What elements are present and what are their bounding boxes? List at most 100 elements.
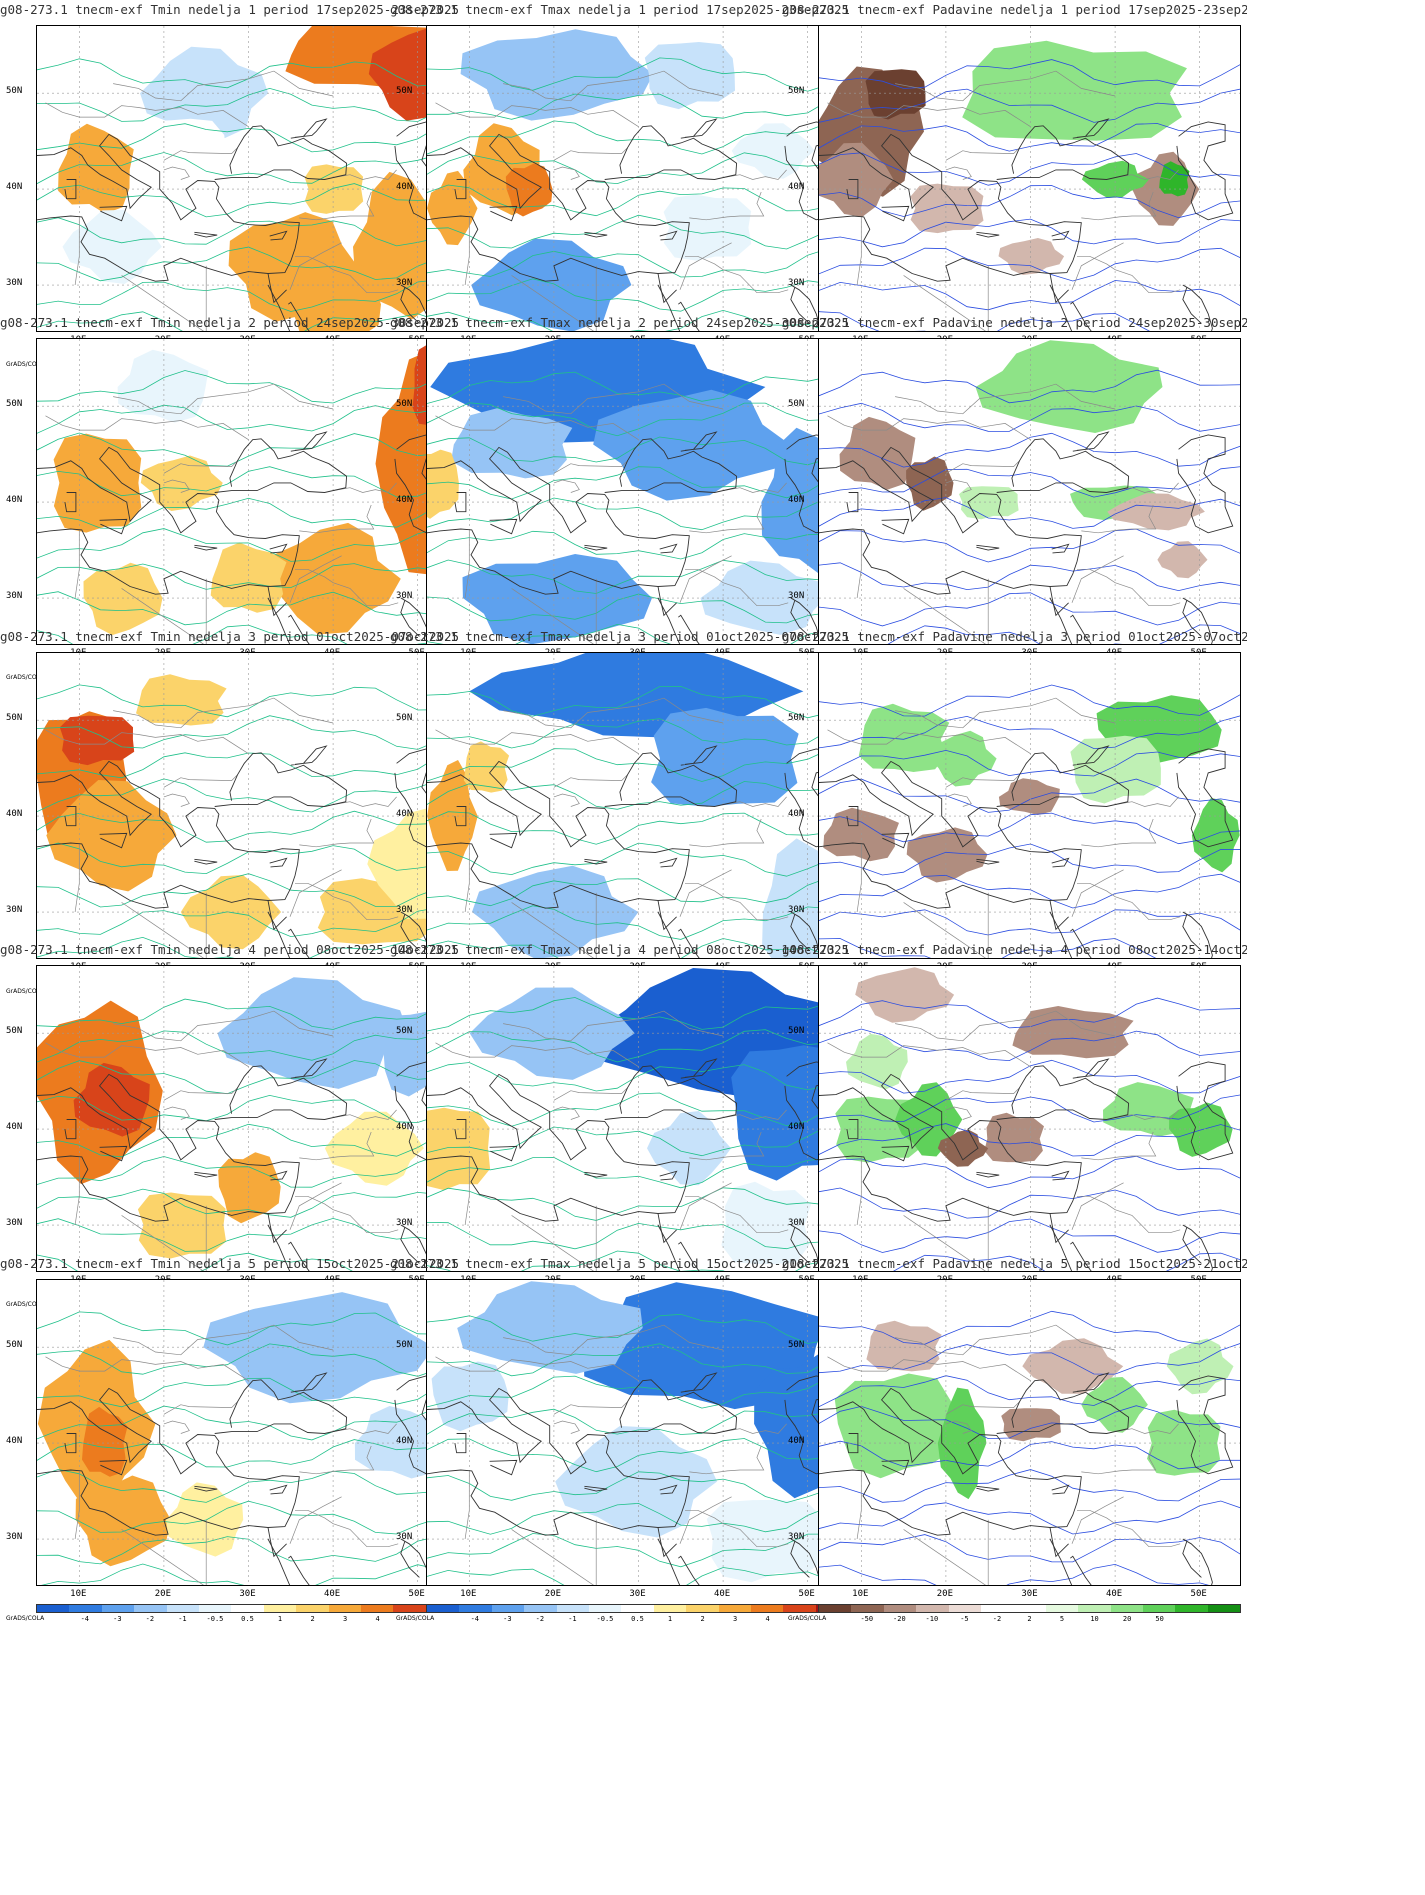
map-panel-precip-week-1: g08-273.1 tnecm-exf Padavine nedelja 1 p… (782, 0, 1247, 378)
lat-tick-label: 30N (396, 1532, 413, 1543)
coast-line (400, 1226, 420, 1264)
lat-tick-label: 30N (788, 278, 805, 289)
coast-line (288, 1555, 310, 1585)
contour-line (37, 1311, 458, 1346)
border-line (163, 1401, 238, 1415)
colorbar-swatch (459, 1605, 492, 1612)
contour-line (427, 466, 848, 500)
lat-tick-label: 30N (6, 278, 23, 289)
anomaly-fill (427, 29, 815, 331)
anomaly-region (117, 349, 209, 423)
anomaly-region (644, 42, 735, 110)
colorbar-swatch (231, 1605, 264, 1612)
coast-line (1051, 1484, 1070, 1495)
coast-line (214, 1379, 348, 1434)
anomaly-region (431, 1361, 509, 1432)
contour-line (819, 1059, 1240, 1094)
border-line (435, 729, 639, 754)
border-line (45, 415, 249, 440)
coast-line (269, 1170, 288, 1181)
border-line (679, 869, 732, 917)
colorbar-swatch (686, 1605, 719, 1612)
contour-line (37, 1217, 458, 1252)
border-line (1081, 191, 1157, 221)
anomaly-region (62, 210, 162, 284)
graticule (819, 1280, 1240, 1585)
border-line (553, 793, 580, 807)
anomaly-region (457, 1281, 643, 1374)
colorbar-tick-label: -1 (178, 1615, 187, 1623)
coast-line (996, 752, 1130, 807)
grads-credit: GrADS/COLA (6, 674, 45, 681)
border-line (1077, 255, 1181, 294)
contour-line (427, 1222, 848, 1250)
coast-line (427, 133, 690, 282)
coast-line (657, 1224, 681, 1271)
coast-line (790, 1226, 810, 1264)
coast-line (290, 431, 328, 452)
contour-line (819, 1375, 1240, 1408)
border-line (299, 1131, 375, 1161)
border-line (945, 166, 972, 180)
coast-line (454, 806, 467, 827)
border-line (299, 1445, 375, 1475)
colorbar-tick-label: 4 (765, 1615, 770, 1623)
border-line (503, 70, 724, 102)
colorbar-tick-label: -20 (893, 1615, 906, 1623)
contour-line (41, 1563, 458, 1585)
anomaly-region (930, 730, 997, 787)
anomaly-fill (839, 340, 1208, 579)
border-line (163, 793, 190, 807)
colorbar-tick-label: 0.5 (241, 1615, 254, 1623)
border-line (333, 482, 397, 493)
colorbar-tick-label: -10 (925, 1615, 939, 1623)
border-line (511, 1529, 594, 1585)
coastline (819, 1372, 1234, 1585)
coast-line (400, 1540, 420, 1578)
coast-line (37, 446, 300, 595)
anomaly-region (59, 715, 135, 766)
border-line (503, 1324, 724, 1356)
lon-tick-label: 10E (70, 1589, 87, 1599)
anomaly-region (73, 1062, 150, 1137)
coast-line (996, 125, 1130, 180)
coast-line (1049, 1224, 1073, 1271)
contour-line (427, 1567, 839, 1585)
border-line (685, 882, 789, 921)
border-line (895, 1324, 1116, 1356)
border-line (289, 1182, 342, 1230)
coast-line (1051, 543, 1070, 554)
coast-line (1182, 284, 1213, 331)
lat-tick-label: 40N (788, 182, 805, 193)
panel-title: g08-273.1 tnecm-exf Tmax nedelja 2 perio… (390, 315, 850, 330)
coast-line (454, 492, 467, 513)
anomaly-region (427, 1107, 491, 1191)
colorbar-tick-label: 4 (375, 1615, 380, 1623)
coast-line (1051, 1170, 1070, 1181)
border-line (689, 1445, 765, 1475)
contour-line (819, 152, 1240, 186)
colorbar-tick-label: 2 (1027, 1615, 1032, 1623)
contour-line (37, 778, 458, 813)
coast-line (819, 760, 1082, 909)
colorbar-swatch (524, 1605, 557, 1612)
border-line (553, 166, 580, 180)
country-borders (435, 1010, 789, 1271)
colorbar-swatch (621, 1605, 654, 1612)
border-line (685, 255, 789, 294)
border-line (113, 1324, 334, 1356)
coast-line (99, 1459, 128, 1476)
panel-title: g08-273.1 tnecm-exf Tmin nedelja 5 perio… (0, 1256, 460, 1271)
coast-line (657, 597, 681, 644)
border-line (121, 275, 204, 331)
contour-line (37, 1188, 458, 1218)
coast-line (269, 230, 288, 241)
country-borders (45, 1324, 399, 1585)
contour-line (427, 496, 848, 531)
border-line (163, 774, 238, 788)
coast-line (267, 1224, 291, 1271)
coast-line (290, 1372, 328, 1393)
contour-line (427, 278, 848, 312)
border-line (289, 242, 342, 290)
border-line (1081, 1445, 1157, 1475)
